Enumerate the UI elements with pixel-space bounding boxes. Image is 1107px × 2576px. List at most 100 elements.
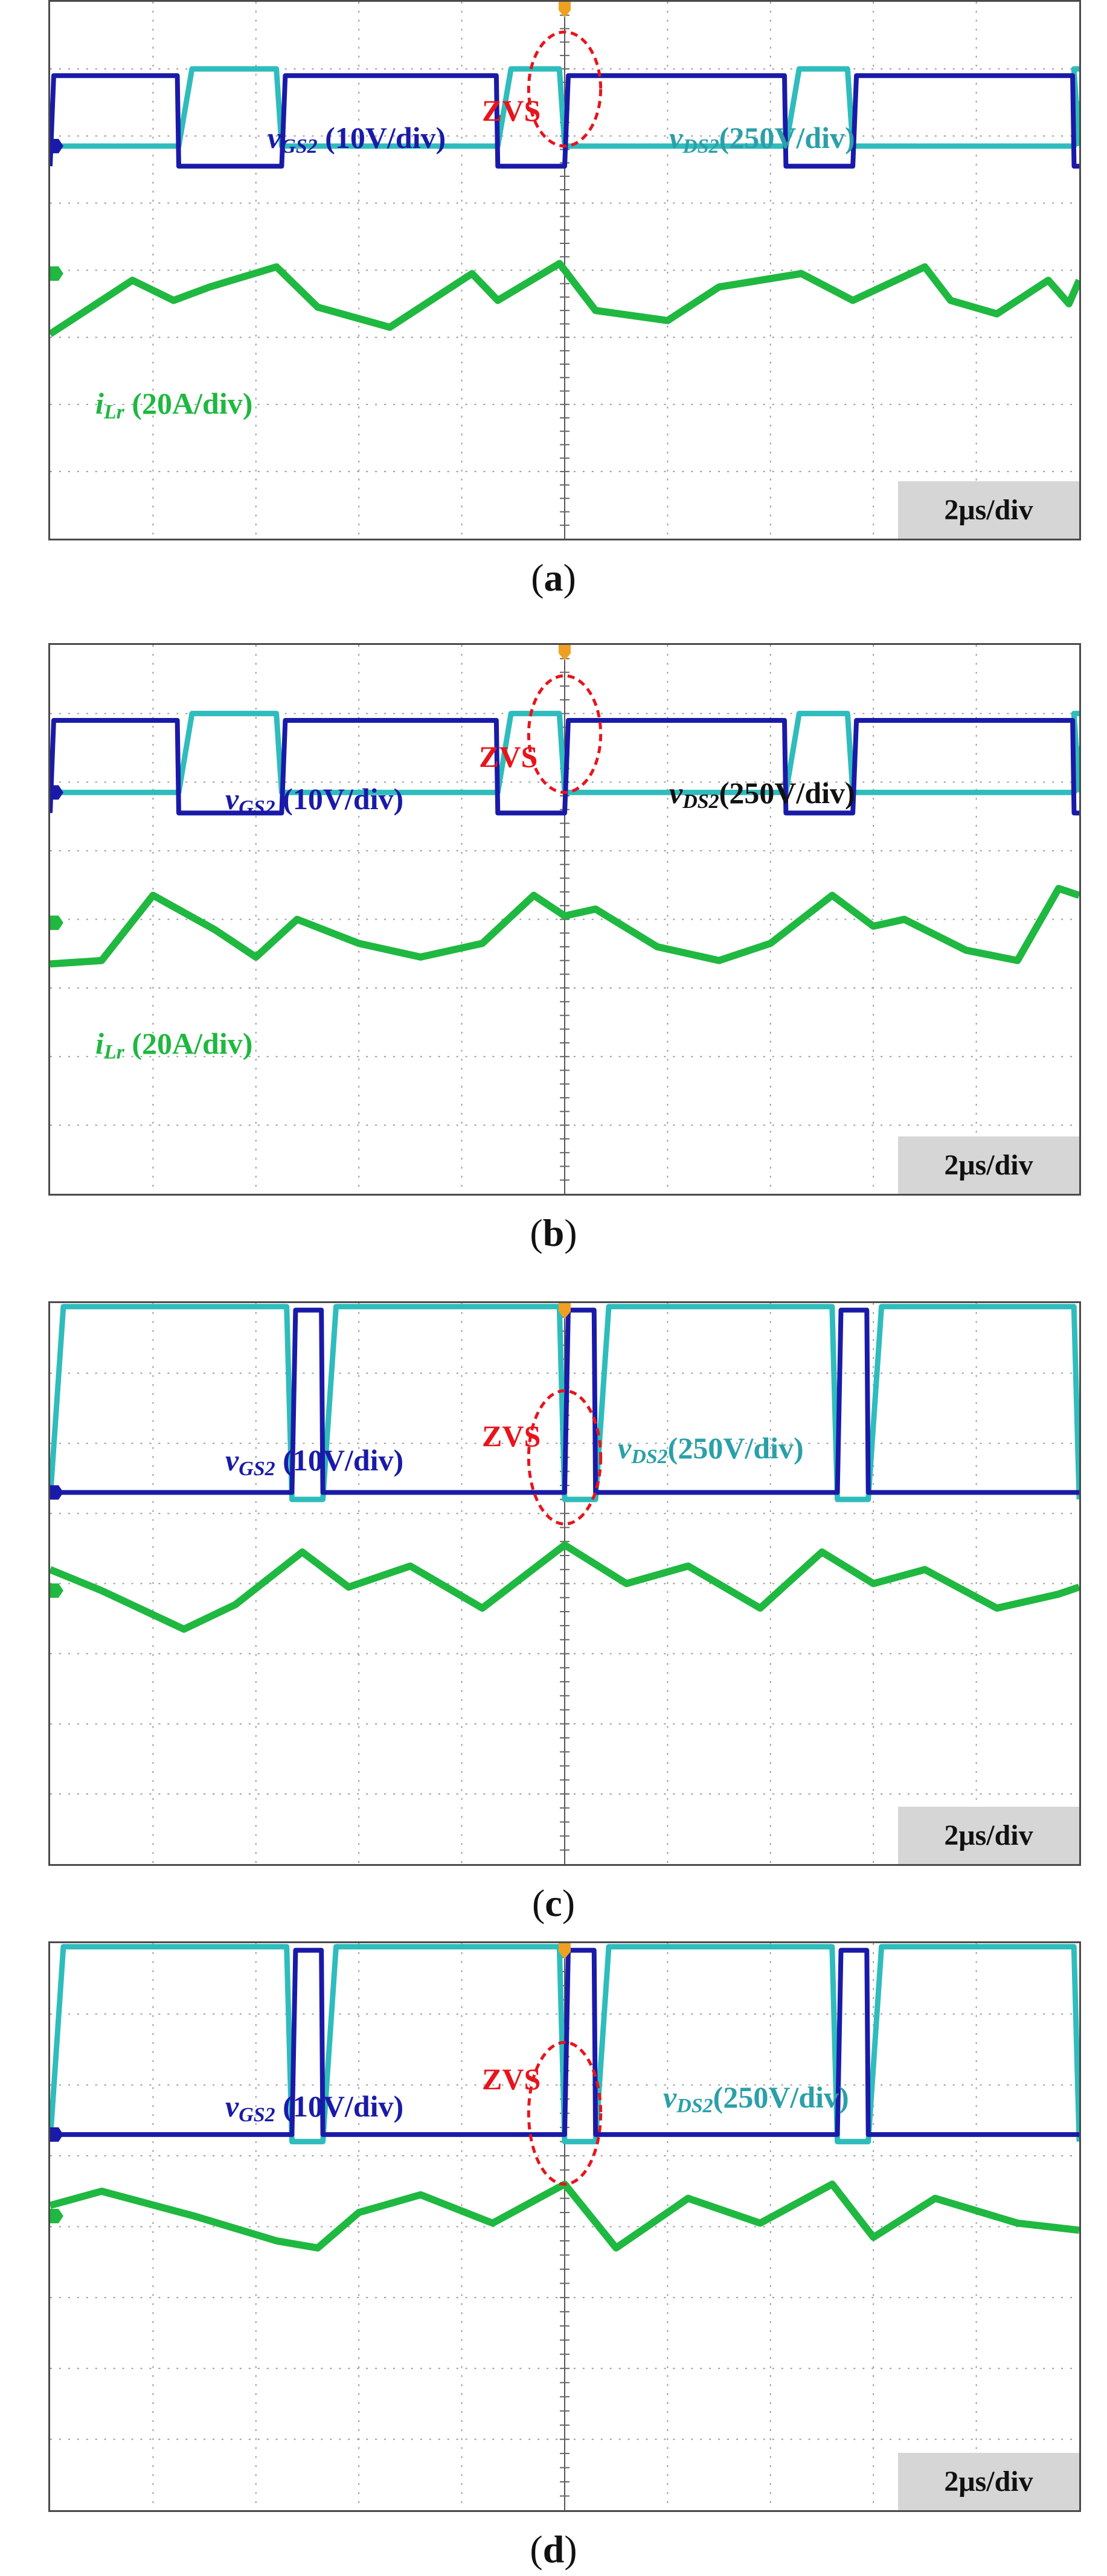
ilr-label-symbol: i [95, 1027, 104, 1060]
timebase-label: 2μs/div [898, 1807, 1079, 1864]
scope-plot [50, 1303, 1079, 1864]
vds-label: vDS2(250V/div) [663, 2082, 849, 2116]
channel-3-marker-icon [50, 915, 63, 931]
vgs-label-scale: (10V/div) [275, 2089, 404, 2123]
vds-label: vDS2(250V/div) [669, 123, 855, 157]
vgs-label-scale: (10V/div) [275, 1443, 404, 1477]
oscilloscope-screen: vGS2 (10V/div)vDS2(250V/div)iLr (20A/div… [48, 1301, 1081, 1866]
vgs-label-subscript: GS2 [281, 135, 318, 158]
channel-1-marker-icon [50, 785, 63, 800]
vgs2-trace [50, 73, 1079, 169]
zvs-label: ZVS [482, 94, 541, 127]
vds-label-symbol: v [618, 1431, 632, 1465]
vgs-label: vGS2 (10V/div) [225, 1445, 403, 1479]
vds2-trace [50, 1944, 1079, 2145]
ilr-trace [50, 260, 1079, 338]
vgs2-trace [50, 1307, 1079, 1495]
timebase-label: 2μs/div [898, 1136, 1079, 1194]
trigger-marker-icon [559, 645, 571, 661]
ilr-label-subscript: Lr [103, 1041, 124, 1063]
vgs-label: vGS2 (10V/div) [268, 123, 446, 157]
zvs-marker [527, 1389, 603, 1526]
trigger-marker-icon [559, 1303, 571, 1319]
vds-label-symbol: v [663, 2080, 677, 2114]
caption-close-paren: ) [564, 1211, 577, 1254]
scope-plot [50, 645, 1079, 1194]
caption-close-paren: ) [564, 2528, 577, 2571]
caption-open-paren: ( [530, 2528, 543, 2571]
scope-panel-a: vGS2 (10V/div) vDS2(250V/div) iLr (20A/div… [0, 0, 1107, 599]
vgs-label: vGS2 (10V/div) [225, 2091, 403, 2126]
timebase-label: 2μs/div [898, 481, 1079, 539]
zvs-marker [527, 30, 603, 148]
oscilloscope-screen: vGS2 (10V/div)vDS2(250V/div)iLr (20A/div… [48, 1941, 1081, 2512]
vgs-label-symbol: v [225, 782, 239, 816]
ilr-label-subscript: Lr [103, 401, 124, 423]
vgs-label-subscript: GS2 [239, 796, 275, 819]
ilr-trace [50, 1541, 1079, 1633]
oscilloscope-screen: vGS2 (10V/div)vDS2(250V/div)iLr (20A/div… [48, 0, 1081, 540]
scope-panel-d: vGS2 (10V/div)vDS2(250V/div)iLr (20A/div… [0, 1941, 1107, 2571]
vgs-label-scale: (10V/div) [275, 782, 404, 816]
vgs-label-subscript: GS2 [239, 1458, 275, 1480]
vds-label: vDS2(250V/div) [669, 778, 855, 812]
trigger-marker-icon [559, 1943, 571, 1959]
vgs-label-scale: (10V/div) [317, 121, 446, 155]
vds-label-subscript: DS2 [631, 1446, 668, 1468]
caption-open-paren: ( [531, 556, 544, 599]
vds-label: vDS2(250V/div) [618, 1433, 804, 1467]
vds-label-scale: (250V/div) [667, 1431, 804, 1465]
vds-label-subscript: DS2 [682, 135, 719, 158]
caption-open-paren: ( [531, 1882, 545, 1924]
panel-caption: (c) [0, 1881, 1107, 1926]
trigger-marker-icon [559, 2, 571, 18]
caption-letter: a [544, 556, 563, 599]
ilr-label-scale: (20A/div) [124, 1027, 253, 1060]
ilr-trace [50, 885, 1079, 968]
vds-label-subscript: DS2 [682, 790, 719, 813]
vds-label-scale: (250V/div) [719, 776, 855, 810]
oscilloscope-screen: vGS2 (10V/div)vDS2(250V/div)iLr (20A/div… [48, 643, 1081, 1196]
zvs-label: ZVS [479, 740, 538, 774]
caption-letter: b [542, 1211, 565, 1254]
caption-open-paren: ( [530, 1211, 543, 1254]
ilr-label-symbol: i [95, 386, 104, 420]
channel-1-marker-icon [50, 2127, 63, 2142]
vds-label-symbol: v [669, 776, 683, 810]
ilr-label: iLr (20A/div) [95, 1028, 252, 1063]
zvs-label: ZVS [482, 2062, 541, 2096]
caption-close-paren: ) [562, 1882, 576, 1924]
ilr-label-scale: (20A/div) [124, 386, 253, 420]
vds-label-symbol: v [669, 121, 683, 155]
channel-3-marker-icon [50, 2208, 63, 2223]
scope-plot [50, 2, 1079, 539]
panel-caption: (a) [0, 556, 1107, 600]
scope-plot [50, 1943, 1079, 2510]
vgs-label-subscript: GS2 [239, 2104, 275, 2126]
vds-label-scale: (250V/div) [719, 121, 855, 155]
caption-letter: c [545, 1882, 562, 1924]
channel-1-marker-icon [50, 138, 63, 153]
scope-panel-b: vGS2 (10V/div) vDS2(250V/div) iLr (20A/div… [0, 643, 1107, 1254]
vds-label-scale: (250V/div) [713, 2080, 849, 2114]
scope-panel-c: vGS2 (10V/div)vDS2(250V/div)iLr (20A/div… [0, 1301, 1107, 1924]
timebase-label: 2μs/div [898, 2453, 1079, 2510]
vgs-label-symbol: v [225, 1443, 239, 1477]
vgs-label-symbol: v [225, 2089, 239, 2123]
zvs-label: ZVS [482, 1419, 541, 1453]
channel-1-marker-icon [50, 1485, 63, 1500]
panel-caption: (d) [0, 2527, 1107, 2572]
channel-3-marker-icon [50, 1583, 63, 1598]
vds2-trace [50, 1304, 1079, 1502]
vds-label-subscript: DS2 [676, 2095, 713, 2117]
panel-caption: (b) [0, 1211, 1107, 1255]
channel-3-marker-icon [50, 266, 63, 281]
vgs-label: vGS2 (10V/div) [225, 784, 403, 818]
ilr-label: iLr (20A/div) [95, 388, 252, 423]
caption-letter: d [542, 2528, 565, 2571]
zvs-marker [527, 674, 603, 794]
vgs-label-symbol: v [268, 121, 281, 155]
vgs2-trace [50, 1947, 1079, 2137]
vgs2-trace [50, 718, 1079, 816]
caption-close-paren: ) [563, 556, 576, 599]
